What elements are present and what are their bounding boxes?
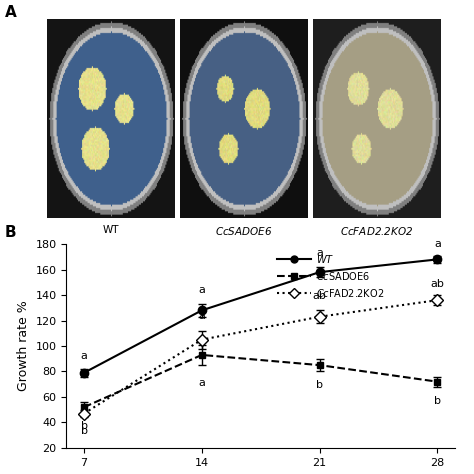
Text: a: a	[81, 351, 88, 361]
Text: WT: WT	[103, 225, 119, 235]
X-axis label: Days: Days	[244, 473, 278, 474]
Text: B: B	[5, 225, 17, 240]
Text: $Cc$SADOE6: $Cc$SADOE6	[215, 225, 273, 237]
Y-axis label: Growth rate %: Growth rate %	[17, 301, 30, 392]
Text: b: b	[81, 421, 88, 431]
Legend: $WT$, $Cc$SADOE6, $Cc$FAD2.2KO2: $WT$, $Cc$SADOE6, $Cc$FAD2.2KO2	[273, 249, 388, 302]
Text: a: a	[434, 239, 441, 249]
Text: a: a	[316, 248, 323, 258]
Text: b: b	[81, 426, 88, 436]
Text: b: b	[316, 381, 323, 391]
Text: $Cc$FAD2.2KO2: $Cc$FAD2.2KO2	[340, 225, 413, 237]
Text: a: a	[199, 285, 205, 295]
Text: ab: ab	[313, 292, 327, 301]
Text: a: a	[199, 378, 205, 388]
Text: ab: ab	[430, 279, 444, 289]
Text: A: A	[5, 5, 17, 20]
Text: a: a	[199, 310, 205, 320]
Text: b: b	[434, 396, 441, 406]
